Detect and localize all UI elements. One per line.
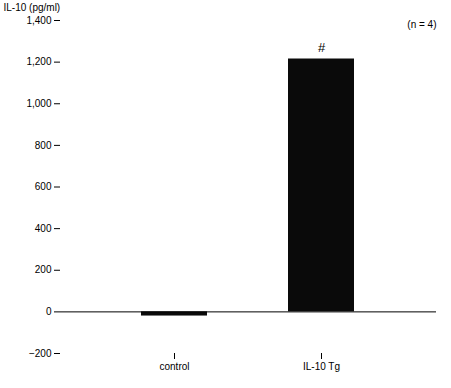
svg-text:0: 0 bbox=[46, 306, 52, 317]
svg-text:(n = 4): (n = 4) bbox=[407, 19, 436, 30]
svg-text:400: 400 bbox=[35, 223, 52, 234]
svg-text:600: 600 bbox=[35, 181, 52, 192]
svg-text:IL-10 (pg/ml): IL-10 (pg/ml) bbox=[4, 2, 61, 13]
svg-text:−200: −200 bbox=[29, 348, 52, 359]
svg-text:control: control bbox=[159, 361, 189, 372]
svg-text:IL-10 Tg: IL-10 Tg bbox=[303, 361, 340, 372]
svg-text:1,200: 1,200 bbox=[26, 56, 51, 67]
svg-text:800: 800 bbox=[35, 140, 52, 151]
svg-text:#: # bbox=[318, 40, 326, 55]
svg-text:200: 200 bbox=[35, 264, 52, 275]
svg-text:1,000: 1,000 bbox=[26, 98, 51, 109]
svg-text:1,400: 1,400 bbox=[26, 15, 51, 26]
